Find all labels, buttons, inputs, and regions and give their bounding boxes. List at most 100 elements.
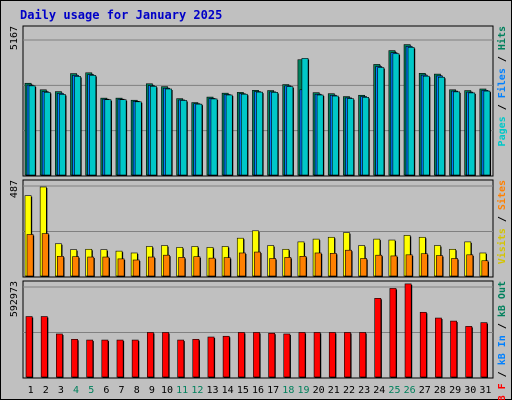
- bar-pages: [271, 92, 279, 176]
- x-tick-label: 17: [267, 385, 279, 396]
- x-tick-label: 11: [176, 385, 188, 396]
- x-tick-label: 31: [479, 385, 491, 396]
- x-tick-label: 21: [328, 385, 340, 396]
- bar-pages: [347, 98, 354, 176]
- bar-sites: [102, 256, 110, 277]
- x-tick-label: 24: [373, 385, 385, 396]
- x-tick-label: 15: [237, 385, 249, 396]
- x-tick-label: 4: [73, 385, 79, 396]
- x-tick-label: 25: [388, 385, 400, 396]
- bar-kb-f: [237, 332, 245, 378]
- chart-panels: 5167 Pages / Files / Hits 487 Visits / Site…: [9, 25, 508, 400]
- bar-pages: [225, 94, 233, 176]
- bar-kb-f: [480, 322, 488, 378]
- bar-kb-f: [359, 332, 367, 378]
- bar-sites: [405, 254, 413, 277]
- bar-kb-f: [116, 339, 124, 378]
- bar-sites: [72, 256, 79, 277]
- bar-kb-f: [419, 311, 427, 378]
- x-tick-label: 16: [252, 385, 264, 396]
- bar-kb-f: [268, 332, 276, 378]
- bar-sites: [41, 233, 49, 277]
- legend-separator: /: [497, 98, 508, 116]
- bar-pages: [210, 98, 218, 176]
- bar-sites: [254, 251, 261, 277]
- bar-sites: [436, 255, 443, 277]
- bar-kb-f: [253, 332, 260, 378]
- legend-item: kB Out: [497, 281, 508, 317]
- panel-top: 5167 Pages / Files / Hits: [9, 25, 508, 177]
- bar-kb-f: [389, 288, 397, 378]
- bar-sites: [132, 259, 140, 277]
- x-tick-label: 3: [58, 385, 64, 396]
- bar-sites: [345, 249, 352, 277]
- panel-middle: 487 Visits / Sites: [9, 179, 508, 278]
- panel-top-max-label: 5167: [9, 26, 20, 50]
- bar-sites: [26, 234, 34, 277]
- x-tick-label: 1: [28, 385, 34, 396]
- legend-item: Pages: [497, 116, 508, 146]
- x-tick-label: 20: [313, 385, 325, 396]
- bar-pages: [286, 86, 294, 176]
- x-tick-label: 14: [222, 385, 234, 396]
- bar-kb-f: [404, 283, 412, 378]
- x-tick-label: 8: [134, 385, 140, 396]
- x-tick-label: 5: [88, 385, 94, 396]
- bar-sites: [163, 254, 170, 277]
- bar-sites: [87, 256, 95, 277]
- legend-item: kB In: [497, 335, 508, 365]
- panel-middle-legend: Visits / Sites: [496, 180, 508, 264]
- legend-separator: /: [497, 365, 508, 383]
- bar-sites: [147, 256, 155, 277]
- bar-kb-f: [283, 333, 291, 378]
- bar-pages: [422, 75, 430, 176]
- bar-pages: [195, 103, 203, 176]
- panel-middle-max-label: 487: [9, 180, 20, 198]
- bar-pages: [165, 88, 172, 176]
- bar-kb-f: [313, 332, 321, 378]
- panel-bottom-max-label: 592973: [9, 281, 20, 317]
- bar-sites: [223, 257, 231, 277]
- legend-separator: /: [497, 50, 508, 68]
- bar-sites: [269, 258, 277, 277]
- legend-separator: /: [497, 210, 508, 228]
- bar-sites: [329, 253, 337, 277]
- bar-pages: [392, 53, 400, 176]
- bar-kb-f: [131, 339, 139, 378]
- x-tick-label: 12: [191, 385, 203, 396]
- bar-kb-f: [86, 339, 94, 378]
- bar-pages: [256, 91, 263, 176]
- x-tick-label: 22: [343, 385, 355, 396]
- bar-sites: [193, 256, 201, 277]
- bar-kb-f: [25, 316, 33, 378]
- legend-item: Visits: [496, 228, 508, 264]
- bar-sites: [420, 253, 428, 277]
- bar-kb-f: [328, 332, 336, 378]
- bar-kb-f: [344, 332, 351, 378]
- bar-pages: [407, 47, 415, 176]
- bar-pages: [149, 86, 157, 176]
- bar-kb-f: [450, 320, 457, 378]
- bar-kb-f: [298, 332, 306, 378]
- legend-item: Sites: [496, 180, 508, 210]
- bar-sites: [178, 257, 186, 277]
- legend-item: kB F: [497, 383, 508, 400]
- bar-pages: [377, 67, 385, 176]
- panel-top-legend: Pages / Files / Hits: [496, 26, 508, 146]
- bar-pages: [453, 91, 460, 176]
- bar-pages: [331, 95, 339, 176]
- bar-sites: [481, 260, 489, 277]
- bar-pages: [438, 76, 445, 176]
- x-tick-label: 30: [464, 385, 476, 396]
- x-tick-label: 2: [43, 385, 49, 396]
- bar-kb-f: [162, 332, 169, 378]
- bar-pages: [468, 92, 476, 176]
- bar-pages: [301, 58, 309, 176]
- bar-kb-f: [40, 316, 48, 378]
- bar-pages: [89, 75, 97, 176]
- bar-sites: [360, 258, 368, 277]
- x-tick-label: 29: [449, 385, 461, 396]
- bar-sites: [299, 256, 307, 277]
